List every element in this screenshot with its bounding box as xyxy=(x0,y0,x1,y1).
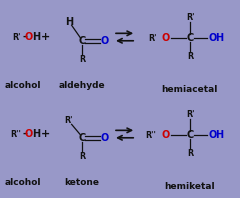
Text: O: O xyxy=(101,36,109,46)
Text: H: H xyxy=(32,129,40,139)
Text: R': R' xyxy=(12,32,21,42)
Text: +: + xyxy=(41,32,50,42)
Text: –: – xyxy=(22,32,27,42)
Text: R': R' xyxy=(64,116,72,125)
Text: O: O xyxy=(208,130,216,140)
Text: ketone: ketone xyxy=(65,178,100,187)
Text: aldehyde: aldehyde xyxy=(59,81,105,90)
Text: O: O xyxy=(208,33,216,43)
Text: alcohol: alcohol xyxy=(5,178,42,187)
Text: O: O xyxy=(101,133,109,143)
Text: –: – xyxy=(22,129,27,139)
Text: R: R xyxy=(187,149,193,158)
Text: R': R' xyxy=(186,110,195,119)
Text: H: H xyxy=(65,17,73,27)
Text: H: H xyxy=(216,130,224,140)
Text: H: H xyxy=(216,33,224,43)
Text: O: O xyxy=(162,130,170,140)
Text: C: C xyxy=(187,130,194,140)
Text: R'': R'' xyxy=(10,129,21,139)
Text: C: C xyxy=(78,133,86,143)
Text: alcohol: alcohol xyxy=(5,81,42,90)
Text: hemiketal: hemiketal xyxy=(164,182,214,191)
Text: O: O xyxy=(24,129,32,139)
Text: R': R' xyxy=(186,13,195,22)
Text: R'': R'' xyxy=(145,131,156,140)
Text: H: H xyxy=(32,32,40,42)
Text: O: O xyxy=(24,32,32,42)
Text: +: + xyxy=(41,129,50,139)
Text: C: C xyxy=(187,33,194,43)
Text: R: R xyxy=(79,152,85,161)
Text: R': R' xyxy=(148,34,156,43)
Text: O: O xyxy=(162,33,170,43)
Text: R: R xyxy=(187,52,193,61)
Text: C: C xyxy=(78,36,86,46)
Text: R: R xyxy=(79,55,85,64)
Text: hemiacetal: hemiacetal xyxy=(161,85,217,94)
